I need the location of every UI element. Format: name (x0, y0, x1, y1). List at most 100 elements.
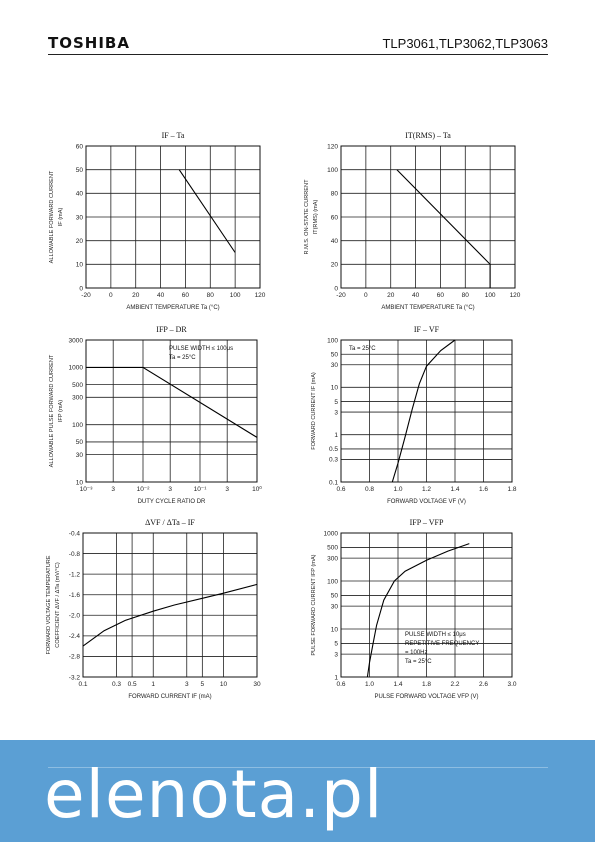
y-axis-label: FORWARD VOLTAGE TEMPERATURE (46, 555, 52, 654)
x-tick-label: 3 (168, 486, 172, 493)
y-axis-label: IFP (mA) (58, 400, 64, 422)
y-axis-label: IT(RMS) (mA) (313, 199, 319, 234)
footer-banner: elenota.pl (0, 740, 595, 842)
series-line (366, 543, 470, 678)
x-tick-label: 3 (185, 681, 189, 688)
plot-frame (85, 339, 258, 483)
header-rule (48, 54, 548, 55)
y-tick-label: 20 (76, 238, 84, 245)
y-tick-label: 1000 (69, 365, 84, 372)
y-tick-label: 3 (334, 651, 338, 658)
x-axis-label: AMBIENT TEMPERATURE Ta (°C) (126, 305, 219, 311)
x-tick-label: -20 (81, 292, 91, 299)
x-tick-label: 0.8 (365, 486, 374, 493)
y-tick-label: 50 (76, 167, 84, 174)
chart-title: IFP – VFP (410, 518, 444, 527)
y-tick-label: 10 (76, 262, 84, 269)
y-tick-label: 300 (327, 555, 338, 562)
x-tick-label: 120 (510, 292, 521, 299)
x-axis-label: PULSE FORWARD VOLTAGE VFP (V) (374, 694, 478, 700)
y-tick-label: 60 (331, 214, 339, 221)
x-tick-label: 20 (387, 292, 395, 299)
y-tick-label: 500 (327, 545, 338, 552)
y-tick-label: 3 (334, 409, 338, 416)
y-tick-label: 50 (331, 593, 339, 600)
y-axis-label: COEFFICIENT ΔVF / ΔTa (mV/°C) (55, 562, 61, 648)
x-tick-label: 3.0 (507, 681, 516, 688)
x-axis-label: FORWARD VOLTAGE VF (V) (387, 499, 466, 505)
y-axis-label: FORWARD CURRENT IF (mA) (311, 372, 317, 450)
series-line (82, 583, 258, 647)
x-tick-label: 0.3 (112, 681, 121, 688)
x-tick-label: 1.0 (393, 486, 402, 493)
x-tick-label: 60 (182, 292, 190, 299)
y-tick-label: 20 (331, 262, 339, 269)
y-tick-label: -3.2 (69, 674, 81, 681)
y-tick-label: 10 (76, 479, 84, 486)
y-tick-label: 30 (331, 362, 339, 369)
plot-frame (340, 145, 516, 289)
chart-title: ΔVF / ΔTa – IF (145, 518, 195, 527)
x-tick-label: 80 (462, 292, 470, 299)
y-tick-label: 60 (76, 143, 84, 150)
y-tick-label: -0.4 (69, 530, 81, 537)
x-tick-label: -20 (336, 292, 346, 299)
toshiba-logo: TOSHIBA (48, 34, 130, 52)
y-tick-label: 50 (331, 352, 339, 359)
y-axis-label: ALLOWABLE FORWARD CURRENT (49, 170, 55, 263)
plot-frame (340, 532, 513, 678)
chart-title: IT(RMS) – Ta (405, 131, 451, 140)
x-tick-label: 0.6 (336, 681, 345, 688)
y-tick-label: 120 (327, 143, 338, 150)
y-tick-label: 100 (72, 422, 83, 429)
chart-title: IFP – DR (156, 325, 187, 334)
x-tick-label: 2.2 (450, 681, 459, 688)
y-tick-label: 50 (76, 439, 84, 446)
series-line (391, 339, 456, 483)
x-tick-label: 10⁻¹ (194, 486, 208, 493)
x-tick-label: 120 (255, 292, 266, 299)
x-tick-label: 30 (253, 681, 261, 688)
y-tick-label: 1 (334, 674, 338, 681)
footer-rule (48, 767, 548, 768)
chart-annotation: PULSE WIDTH ≤ 10μs (405, 632, 466, 638)
x-tick-label: 0.5 (128, 681, 137, 688)
x-tick-label: 60 (437, 292, 445, 299)
x-tick-label: 3 (225, 486, 229, 493)
x-tick-label: 40 (157, 292, 165, 299)
plot-frame (340, 339, 513, 483)
x-tick-label: 1 (151, 681, 155, 688)
chart-annotation: PULSE WIDTH ≤ 100μs (169, 346, 233, 352)
y-tick-label: 0.3 (329, 457, 338, 464)
y-tick-label: 100 (327, 578, 338, 585)
y-tick-label: 30 (331, 603, 339, 610)
x-tick-label: 1.0 (365, 681, 374, 688)
chart-annotation: REPETITIVE FREQUENCY (405, 641, 479, 647)
x-tick-label: 10⁰ (252, 485, 262, 493)
y-tick-label: 10 (331, 626, 339, 633)
y-tick-label: 3000 (69, 337, 84, 344)
x-tick-label: 1.8 (507, 486, 516, 493)
y-axis-label: PULSE FORWARD CURRENT IFP (mA) (311, 554, 317, 655)
chart-annotation: Ta = 25°C (405, 659, 432, 665)
y-axis-label: ALLOWABLE PULSE FORWARD CURRENT (49, 354, 55, 467)
y-tick-label: 40 (331, 238, 339, 245)
plot-frame (82, 532, 258, 678)
y-tick-label: 1 (334, 432, 338, 439)
x-tick-label: 1.6 (479, 486, 488, 493)
x-tick-label: 5 (201, 681, 205, 688)
x-axis-label: AMBIENT TEMPERATURE Ta (°C) (381, 305, 474, 311)
y-tick-label: -0.8 (69, 551, 81, 558)
x-tick-label: 100 (485, 292, 496, 299)
brand-watermark: elenota.pl (44, 756, 384, 833)
x-tick-label: 100 (230, 292, 241, 299)
y-tick-label: -1.2 (69, 571, 81, 578)
x-tick-label: 1.4 (393, 681, 402, 688)
y-tick-label: 30 (76, 214, 84, 221)
y-tick-label: 500 (72, 382, 83, 389)
y-tick-label: 5 (334, 399, 338, 406)
y-tick-label: 100 (327, 167, 338, 174)
